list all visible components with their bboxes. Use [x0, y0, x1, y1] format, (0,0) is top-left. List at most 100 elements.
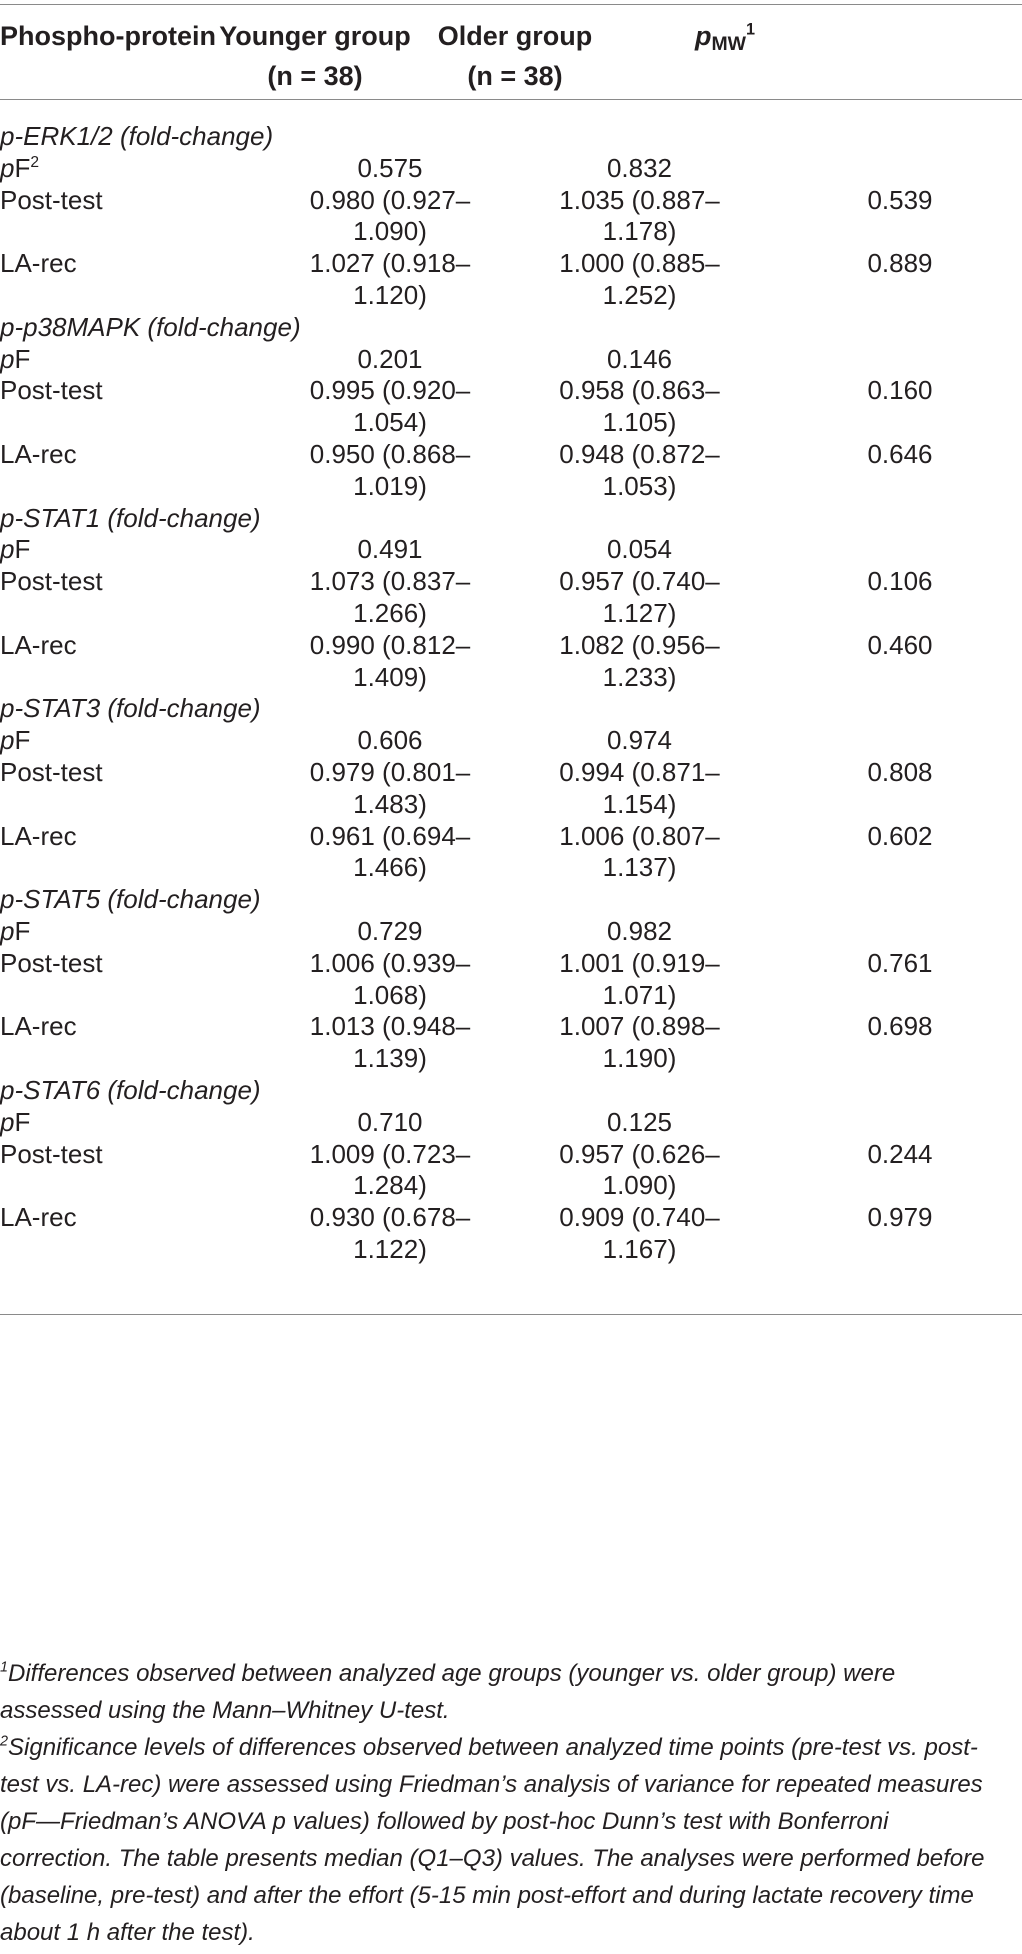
younger-value-line1: 1.013 (0.948– [309, 1011, 471, 1042]
younger-value-line1: 1.006 (0.939– [309, 947, 471, 978]
pf-older-value: 0.125 [606, 1106, 673, 1137]
pf-p-letter: p [0, 343, 15, 374]
younger-value-line2: 1.068) [353, 979, 427, 1010]
pf-label: pF [0, 339, 30, 379]
header-p-superscript: 1 [746, 20, 756, 39]
p-mw-value: 0.979 [867, 1202, 933, 1233]
row-label: Post-test [0, 566, 103, 597]
pf-p-letter: p [0, 1106, 15, 1137]
group-title: p-ERK1/2 (fold-change) [0, 121, 274, 151]
younger-value-line1: 1.009 (0.723– [309, 1138, 471, 1169]
row-label: LA-rec [0, 248, 77, 279]
header-older-n: (n = 38) [467, 61, 563, 91]
younger-value-line2: 1.120) [353, 280, 427, 310]
header-older-title: Older group [437, 21, 593, 51]
pf-label: pF [0, 529, 30, 569]
older-value-line1: 1.082 (0.956– [559, 629, 720, 660]
older-value-line1: 1.006 (0.807– [559, 820, 720, 851]
older-value-line2: 1.105) [602, 407, 677, 438]
p-mw-value: 0.761 [867, 947, 933, 978]
younger-value-line2: 1.054) [353, 407, 427, 438]
table-bottom-rule [0, 1314, 1022, 1315]
pf-f-letter: F [14, 1106, 31, 1137]
pf-younger-value: 0.201 [357, 343, 423, 374]
pf-p-letter: p [0, 725, 15, 756]
footnote-2-mark: 2 [0, 1733, 9, 1750]
older-value-line2: 1.127) [602, 598, 677, 628]
header-older-group: Older group (n = 38) [400, 16, 630, 96]
older-value-line1: 1.007 (0.898– [559, 1011, 720, 1042]
younger-value-line1: 1.073 (0.837– [309, 566, 471, 597]
row-label: LA-rec [0, 1011, 77, 1042]
footnote-2: 2Significance levels of differences obse… [0, 1729, 1000, 1951]
row-label: LA-rec [0, 439, 77, 469]
p-mw-value: 0.460 [867, 629, 933, 660]
older-value-line1: 0.957 (0.626– [559, 1138, 720, 1169]
footnote-1-mark: 1 [0, 1659, 9, 1676]
group-title: p-STAT5 (fold-change) [0, 884, 261, 915]
older-value-line2: 1.167) [602, 1234, 677, 1264]
younger-value-line1: 0.950 (0.868– [309, 439, 471, 469]
older-value-line2: 1.137) [602, 852, 677, 883]
pf-f-letter: F [14, 343, 31, 374]
row-label: Post-test [0, 947, 103, 978]
older-value-line1: 1.035 (0.887– [559, 184, 720, 215]
p-mw-value: 0.106 [867, 566, 933, 597]
pf-older-value: 0.982 [606, 916, 673, 946]
p-mw-value: 0.889 [867, 248, 933, 279]
older-value-line2: 1.154) [602, 788, 677, 819]
footnote-1-text: Differences observed between analyzed ag… [0, 1660, 896, 1724]
pf-label: pF [0, 720, 30, 760]
pf-f-letter: F [14, 916, 31, 946]
younger-value-line1: 0.990 (0.812– [309, 629, 471, 660]
p-mw-value: 0.698 [867, 1011, 933, 1042]
row-label: Post-test [0, 757, 103, 787]
younger-value-line1: 1.027 (0.918– [309, 248, 471, 279]
pf-older-value: 0.054 [606, 534, 673, 565]
row-label: Post-test [0, 375, 103, 406]
younger-value-line2: 1.466) [353, 852, 427, 883]
pf-younger-value: 0.606 [357, 725, 423, 756]
pf-superscript: 2 [30, 153, 40, 171]
header-p-letter: p [694, 21, 712, 51]
p-mw-value: 0.808 [867, 757, 933, 787]
row-label: Post-test [0, 184, 103, 215]
group-title: p-STAT6 (fold-change) [0, 1075, 261, 1105]
younger-value-line2: 1.284) [353, 1170, 427, 1201]
younger-value-line1: 0.961 (0.694– [309, 820, 471, 851]
pf-younger-value: 0.729 [357, 916, 423, 946]
row-label: LA-rec [0, 820, 77, 851]
pf-younger-value: 0.710 [357, 1106, 423, 1137]
older-value-line1: 1.000 (0.885– [559, 248, 720, 279]
row-label: LA-rec [0, 1202, 77, 1233]
older-value-line2: 1.071) [602, 979, 677, 1010]
header-younger-group: Younger group (n = 38) [190, 16, 440, 96]
older-value-line1: 0.948 (0.872– [559, 439, 720, 469]
pf-older-value: 0.146 [606, 343, 673, 374]
pf-p-letter: p [0, 534, 15, 565]
younger-value-line1: 0.980 (0.927– [309, 184, 471, 215]
header-bottom-rule [0, 99, 1022, 100]
group-title: p-STAT3 (fold-change) [0, 693, 261, 724]
pf-f-letter: F [14, 152, 31, 183]
younger-value-line2: 1.409) [353, 661, 427, 692]
pf-p-letter: p [0, 152, 15, 183]
footnote-2-text: Significance levels of differences obser… [0, 1734, 985, 1946]
group-title: p-p38MAPK (fold-change) [0, 311, 301, 342]
footnote-1: 1Differences observed between analyzed a… [0, 1655, 1000, 1729]
pf-older-value: 0.974 [606, 725, 673, 756]
row-label: LA-rec [0, 629, 77, 660]
pf-label: pF [0, 1102, 30, 1142]
pf-older-value: 0.832 [606, 152, 673, 183]
header-p-subscript: MW [711, 32, 747, 55]
younger-value-line1: 0.995 (0.920– [309, 375, 471, 406]
older-value-line1: 0.994 (0.871– [559, 757, 720, 787]
pf-label: pF [0, 911, 30, 951]
pf-younger-value: 0.491 [357, 534, 423, 565]
group-title: p-STAT1 (fold-change) [0, 502, 261, 533]
older-value-line1: 0.958 (0.863– [559, 375, 720, 406]
older-value-line2: 1.090) [602, 1170, 677, 1201]
older-value-line2: 1.053) [602, 470, 677, 501]
header-younger-title: Younger group [219, 21, 411, 51]
pf-label: pF2 [0, 148, 39, 188]
